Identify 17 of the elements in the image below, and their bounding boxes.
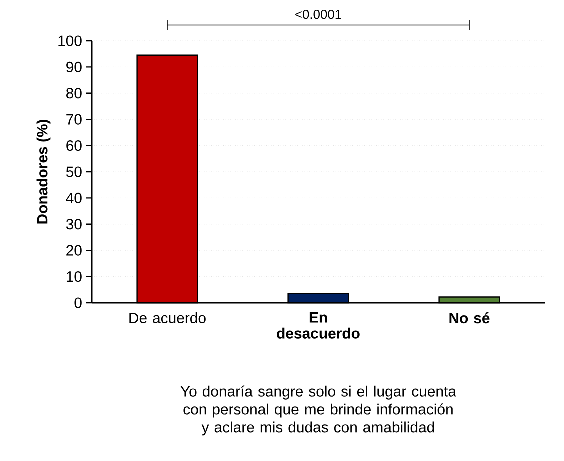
y-tick-label: 80 xyxy=(66,88,82,99)
text: <0.0001 xyxy=(296,10,342,20)
x-tick-label: No sé xyxy=(450,312,490,324)
y-tick-label: 40 xyxy=(66,192,82,204)
y-tick-label: 0 xyxy=(74,298,82,308)
x-tick-label: De acuerdo xyxy=(130,312,206,324)
y-tick-label: 70 xyxy=(66,114,82,125)
y-tick-label: 20 xyxy=(66,245,82,256)
y-axis-title: Donadores (%) xyxy=(36,120,51,224)
y-tick-label: 100 xyxy=(58,36,82,46)
y-tick-label: 30 xyxy=(66,219,82,230)
y-tick-label: 60 xyxy=(66,140,82,152)
x-axis-title: Yo donaría sangre solo si el lugar cuenta con personal que me brinde información y aclare mis dudas con amabilidad xyxy=(180,386,456,436)
y-tick-label: 10 xyxy=(67,272,82,282)
y-tick-label: 50 xyxy=(66,166,82,178)
y-tick-label: 90 xyxy=(66,62,82,72)
x-tick-label: En desacuerdo xyxy=(277,312,360,339)
